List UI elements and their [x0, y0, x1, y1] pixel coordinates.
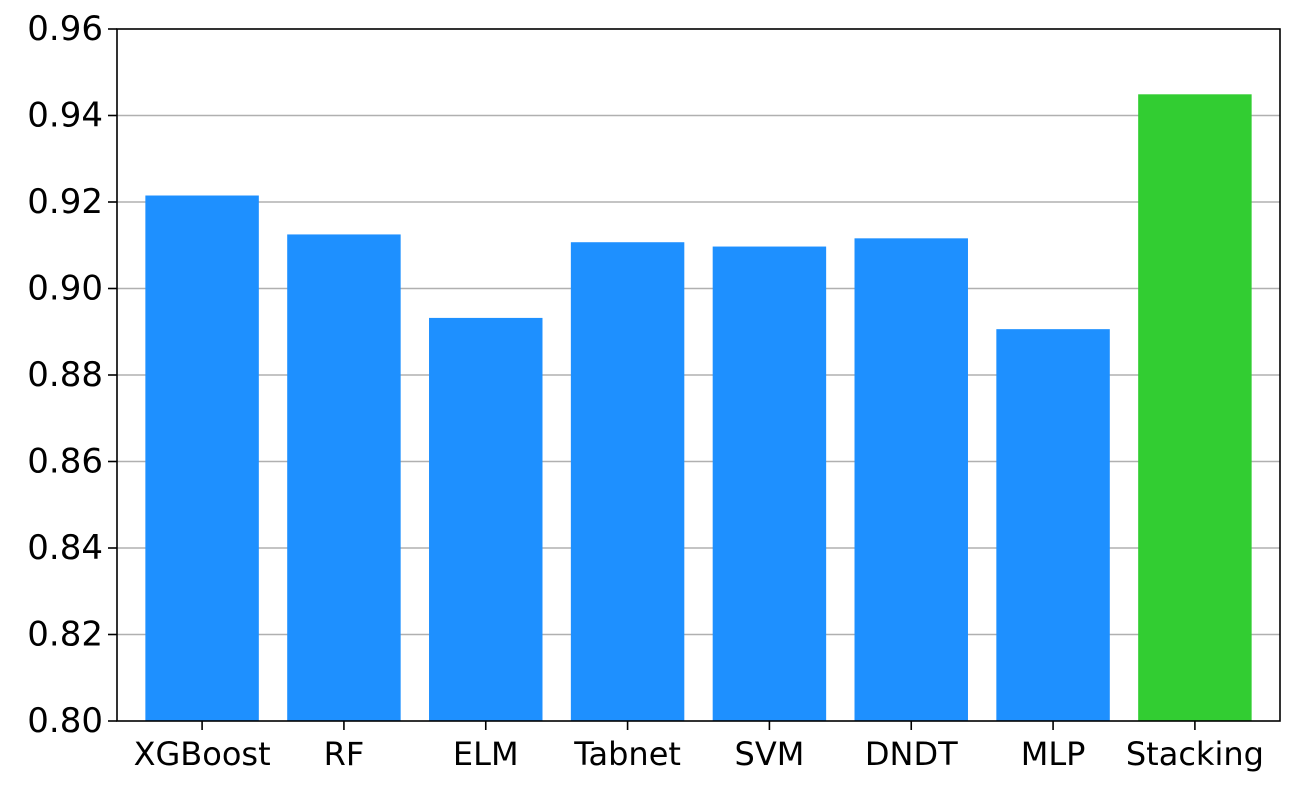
- x-tick-label: SVM: [735, 735, 805, 773]
- y-tick-label: 0.88: [27, 355, 103, 395]
- bar: [145, 195, 259, 721]
- bar: [996, 329, 1110, 721]
- y-tick-label: 0.94: [27, 96, 103, 136]
- x-tick-label: Stacking: [1126, 735, 1264, 773]
- bar: [429, 317, 543, 721]
- x-tick-label: XGBoost: [134, 735, 271, 773]
- bar: [854, 238, 968, 721]
- x-tick-label: ELM: [453, 735, 519, 773]
- y-tick-label: 0.80: [27, 701, 103, 741]
- y-tick-label: 0.96: [27, 9, 103, 49]
- x-axis-ticks: XGBoost RF ELM Tabnet SVM DNDT MLP Stacking: [134, 721, 1264, 773]
- x-tick-label: MLP: [1021, 735, 1086, 773]
- y-tick-label: 0.92: [27, 182, 103, 222]
- bars: [145, 94, 1252, 722]
- bar: [712, 246, 827, 722]
- y-tick-label: 0.82: [27, 615, 103, 655]
- bar: [570, 242, 685, 721]
- bar: [287, 234, 401, 721]
- x-tick-label: DNDT: [865, 735, 958, 773]
- y-tick-label: 0.84: [27, 528, 103, 568]
- y-axis-ticks: 0.80 0.82 0.84 0.86 0.88 0.90 0.92 0.94 0.96: [27, 9, 117, 741]
- bar: [1138, 94, 1252, 722]
- x-tick-label: RF: [324, 735, 365, 773]
- y-tick-label: 0.90: [27, 269, 103, 309]
- y-tick-label: 0.86: [27, 442, 103, 482]
- x-tick-label: Tabnet: [573, 735, 681, 773]
